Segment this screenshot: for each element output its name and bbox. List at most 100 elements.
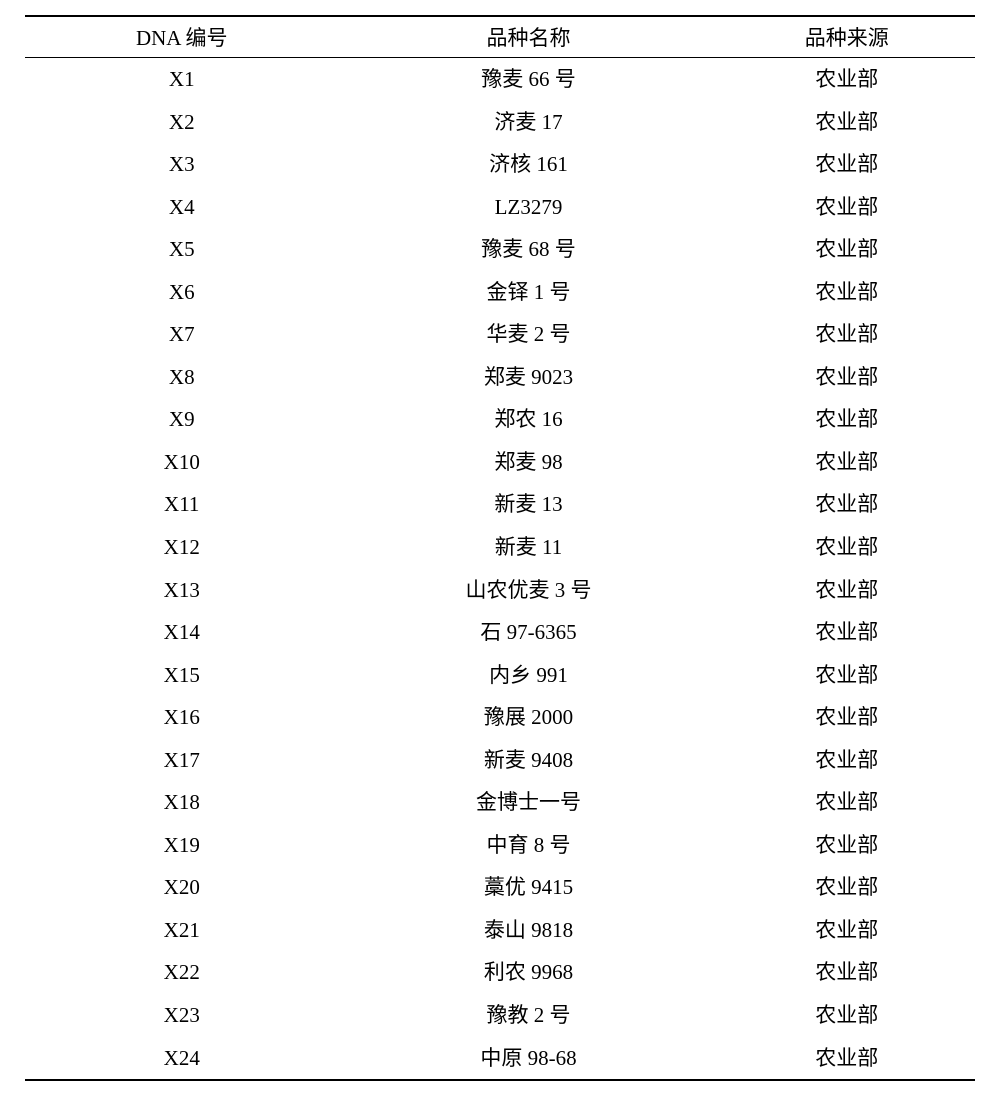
cell-variety-source: 农业部 <box>719 654 976 697</box>
table-row: X9郑农 16农业部 <box>25 398 975 441</box>
table-row: X2济麦 17农业部 <box>25 101 975 144</box>
cell-variety-name: 石 97-6365 <box>339 611 719 654</box>
cell-dna-id: X16 <box>25 696 339 739</box>
table-row: X19中育 8 号农业部 <box>25 824 975 867</box>
header-variety-source: 品种来源 <box>719 16 976 58</box>
cell-variety-source: 农业部 <box>719 186 976 229</box>
cell-dna-id: X9 <box>25 398 339 441</box>
table-row: X16豫展 2000农业部 <box>25 696 975 739</box>
table-row: X7华麦 2 号农业部 <box>25 313 975 356</box>
table-row: X22利农 9968农业部 <box>25 951 975 994</box>
cell-variety-source: 农业部 <box>719 526 976 569</box>
cell-variety-source: 农业部 <box>719 271 976 314</box>
cell-variety-name: 利农 9968 <box>339 951 719 994</box>
cell-variety-source: 农业部 <box>719 866 976 909</box>
table-body: X1豫麦 66 号农业部X2济麦 17农业部X3济核 161农业部X4LZ327… <box>25 58 975 1081</box>
cell-dna-id: X23 <box>25 994 339 1037</box>
cell-dna-id: X14 <box>25 611 339 654</box>
table-row: X3济核 161农业部 <box>25 143 975 186</box>
table-row: X18金博士一号农业部 <box>25 781 975 824</box>
cell-variety-name: 豫麦 68 号 <box>339 228 719 271</box>
table-row: X11新麦 13农业部 <box>25 483 975 526</box>
cell-variety-name: 豫展 2000 <box>339 696 719 739</box>
cell-variety-name: 郑麦 9023 <box>339 356 719 399</box>
cell-dna-id: X11 <box>25 483 339 526</box>
cell-variety-source: 农业部 <box>719 101 976 144</box>
table-row: X5豫麦 68 号农业部 <box>25 228 975 271</box>
table-row: X23豫教 2 号农业部 <box>25 994 975 1037</box>
cell-dna-id: X8 <box>25 356 339 399</box>
cell-variety-name: 豫教 2 号 <box>339 994 719 1037</box>
cell-variety-name: 新麦 11 <box>339 526 719 569</box>
cell-variety-source: 农业部 <box>719 611 976 654</box>
cell-variety-source: 农业部 <box>719 909 976 952</box>
table-row: X24中原 98-68农业部 <box>25 1037 975 1081</box>
cell-variety-name: 山农优麦 3 号 <box>339 569 719 612</box>
cell-variety-name: 郑麦 98 <box>339 441 719 484</box>
cell-variety-name: 郑农 16 <box>339 398 719 441</box>
cell-dna-id: X24 <box>25 1037 339 1081</box>
cell-dna-id: X1 <box>25 58 339 101</box>
cell-variety-name: 济核 161 <box>339 143 719 186</box>
cell-variety-name: 藁优 9415 <box>339 866 719 909</box>
cell-dna-id: X3 <box>25 143 339 186</box>
cell-dna-id: X5 <box>25 228 339 271</box>
cell-variety-source: 农业部 <box>719 994 976 1037</box>
cell-variety-source: 农业部 <box>719 824 976 867</box>
cell-variety-name: 内乡 991 <box>339 654 719 697</box>
cell-variety-name: 中育 8 号 <box>339 824 719 867</box>
table-row: X1豫麦 66 号农业部 <box>25 58 975 101</box>
cell-dna-id: X20 <box>25 866 339 909</box>
table-row: X8郑麦 9023农业部 <box>25 356 975 399</box>
cell-variety-name: LZ3279 <box>339 186 719 229</box>
table-row: X6金铎 1 号农业部 <box>25 271 975 314</box>
cell-variety-source: 农业部 <box>719 1037 976 1081</box>
table-row: X12新麦 11农业部 <box>25 526 975 569</box>
cell-variety-name: 金铎 1 号 <box>339 271 719 314</box>
header-variety-name: 品种名称 <box>339 16 719 58</box>
table-row: X21泰山 9818农业部 <box>25 909 975 952</box>
table-header: DNA 编号 品种名称 品种来源 <box>25 16 975 58</box>
cell-variety-source: 农业部 <box>719 441 976 484</box>
cell-variety-source: 农业部 <box>719 143 976 186</box>
cell-variety-name: 济麦 17 <box>339 101 719 144</box>
cell-dna-id: X18 <box>25 781 339 824</box>
table-row: X17新麦 9408农业部 <box>25 739 975 782</box>
cell-dna-id: X21 <box>25 909 339 952</box>
cell-dna-id: X4 <box>25 186 339 229</box>
cell-variety-source: 农业部 <box>719 781 976 824</box>
cell-dna-id: X17 <box>25 739 339 782</box>
cell-variety-source: 农业部 <box>719 313 976 356</box>
cell-variety-source: 农业部 <box>719 398 976 441</box>
header-row: DNA 编号 品种名称 品种来源 <box>25 16 975 58</box>
cell-variety-source: 农业部 <box>719 696 976 739</box>
cell-dna-id: X2 <box>25 101 339 144</box>
table-row: X20藁优 9415农业部 <box>25 866 975 909</box>
wheat-variety-table: DNA 编号 品种名称 品种来源 X1豫麦 66 号农业部X2济麦 17农业部X… <box>25 15 975 1081</box>
table-row: X14石 97-6365农业部 <box>25 611 975 654</box>
cell-dna-id: X12 <box>25 526 339 569</box>
table-row: X15内乡 991农业部 <box>25 654 975 697</box>
cell-dna-id: X13 <box>25 569 339 612</box>
cell-variety-name: 豫麦 66 号 <box>339 58 719 101</box>
cell-variety-source: 农业部 <box>719 356 976 399</box>
cell-variety-source: 农业部 <box>719 951 976 994</box>
cell-variety-name: 中原 98-68 <box>339 1037 719 1081</box>
cell-variety-name: 泰山 9818 <box>339 909 719 952</box>
cell-variety-source: 农业部 <box>719 483 976 526</box>
table-row: X4LZ3279农业部 <box>25 186 975 229</box>
wheat-variety-table-container: DNA 编号 品种名称 品种来源 X1豫麦 66 号农业部X2济麦 17农业部X… <box>25 15 975 1081</box>
table-row: X10郑麦 98农业部 <box>25 441 975 484</box>
cell-variety-source: 农业部 <box>719 739 976 782</box>
cell-variety-source: 农业部 <box>719 228 976 271</box>
cell-variety-name: 华麦 2 号 <box>339 313 719 356</box>
cell-dna-id: X10 <box>25 441 339 484</box>
cell-dna-id: X6 <box>25 271 339 314</box>
header-dna-id: DNA 编号 <box>25 16 339 58</box>
cell-variety-source: 农业部 <box>719 569 976 612</box>
cell-dna-id: X22 <box>25 951 339 994</box>
cell-variety-name: 金博士一号 <box>339 781 719 824</box>
cell-variety-name: 新麦 13 <box>339 483 719 526</box>
cell-dna-id: X19 <box>25 824 339 867</box>
table-row: X13山农优麦 3 号农业部 <box>25 569 975 612</box>
